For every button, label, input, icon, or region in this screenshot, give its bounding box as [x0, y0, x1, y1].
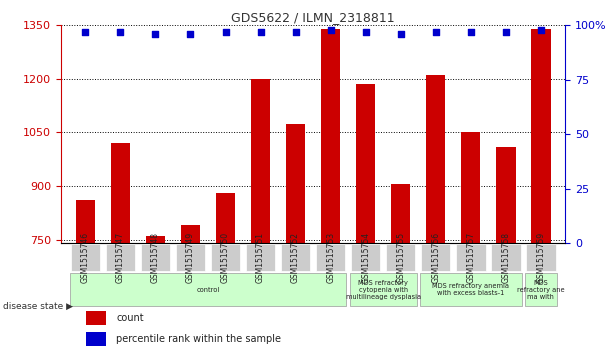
FancyBboxPatch shape	[350, 273, 416, 306]
Bar	[86, 311, 106, 325]
Point	[396, 31, 406, 37]
FancyBboxPatch shape	[491, 244, 520, 271]
Point	[291, 29, 300, 35]
Bar	[426, 76, 446, 243]
FancyBboxPatch shape	[386, 244, 415, 271]
Point	[256, 29, 266, 35]
FancyBboxPatch shape	[420, 273, 522, 306]
FancyBboxPatch shape	[351, 244, 381, 271]
FancyBboxPatch shape	[176, 244, 205, 271]
Text: count: count	[116, 313, 144, 323]
Point	[80, 29, 90, 35]
FancyBboxPatch shape	[421, 244, 451, 271]
Text: GSM1515757: GSM1515757	[466, 232, 475, 283]
Text: GSM1515746: GSM1515746	[81, 232, 90, 283]
Bar	[356, 84, 375, 243]
Text: control: control	[196, 287, 219, 293]
FancyBboxPatch shape	[71, 244, 100, 271]
Text: MDS refractory
cytopenia with
multilineage dysplasia: MDS refractory cytopenia with multilinea…	[345, 280, 421, 300]
FancyBboxPatch shape	[211, 244, 240, 271]
Bar	[216, 193, 235, 243]
Point	[116, 29, 125, 35]
Title: GDS5622 / ILMN_2318811: GDS5622 / ILMN_2318811	[231, 11, 395, 24]
Point	[221, 29, 230, 35]
Text: GSM1515753: GSM1515753	[326, 232, 335, 283]
FancyBboxPatch shape	[246, 244, 275, 271]
Text: GSM1515748: GSM1515748	[151, 232, 160, 283]
Bar	[391, 184, 410, 243]
Text: percentile rank within the sample: percentile rank within the sample	[116, 334, 282, 344]
Text: GSM1515747: GSM1515747	[116, 232, 125, 283]
Text: GSM1515750: GSM1515750	[221, 232, 230, 283]
Text: GSM1515752: GSM1515752	[291, 232, 300, 283]
Point	[326, 27, 336, 33]
FancyBboxPatch shape	[316, 244, 345, 271]
Point	[361, 29, 370, 35]
Text: disease state ▶: disease state ▶	[3, 302, 73, 311]
FancyBboxPatch shape	[281, 244, 310, 271]
Point	[185, 31, 195, 37]
FancyBboxPatch shape	[456, 244, 486, 271]
Point	[466, 29, 475, 35]
FancyBboxPatch shape	[525, 273, 557, 306]
Point	[431, 29, 441, 35]
Text: GSM1515749: GSM1515749	[186, 232, 195, 283]
Bar	[531, 29, 551, 243]
Bar	[321, 29, 340, 243]
Bar	[251, 79, 270, 243]
Bar	[75, 200, 95, 243]
Text: GSM1515751: GSM1515751	[256, 232, 265, 283]
FancyBboxPatch shape	[106, 244, 135, 271]
Bar	[146, 236, 165, 243]
Text: GSM1515754: GSM1515754	[361, 232, 370, 283]
Bar	[181, 225, 200, 243]
Bar	[111, 143, 130, 243]
Bar	[286, 123, 305, 243]
Bar	[461, 132, 480, 243]
Text: GSM1515759: GSM1515759	[536, 232, 545, 283]
FancyBboxPatch shape	[69, 273, 347, 306]
Bar	[86, 332, 106, 346]
Text: GSM1515756: GSM1515756	[431, 232, 440, 283]
Point	[536, 27, 546, 33]
Text: MDS
refractory ane
ma with: MDS refractory ane ma with	[517, 280, 565, 300]
Point	[501, 29, 511, 35]
FancyBboxPatch shape	[140, 244, 170, 271]
Text: GSM1515758: GSM1515758	[502, 232, 510, 283]
Point	[151, 31, 161, 37]
Text: MDS refractory anemia
with excess blasts-1: MDS refractory anemia with excess blasts…	[432, 284, 510, 297]
Text: GSM1515755: GSM1515755	[396, 232, 405, 283]
Bar	[496, 147, 516, 243]
FancyBboxPatch shape	[526, 244, 556, 271]
